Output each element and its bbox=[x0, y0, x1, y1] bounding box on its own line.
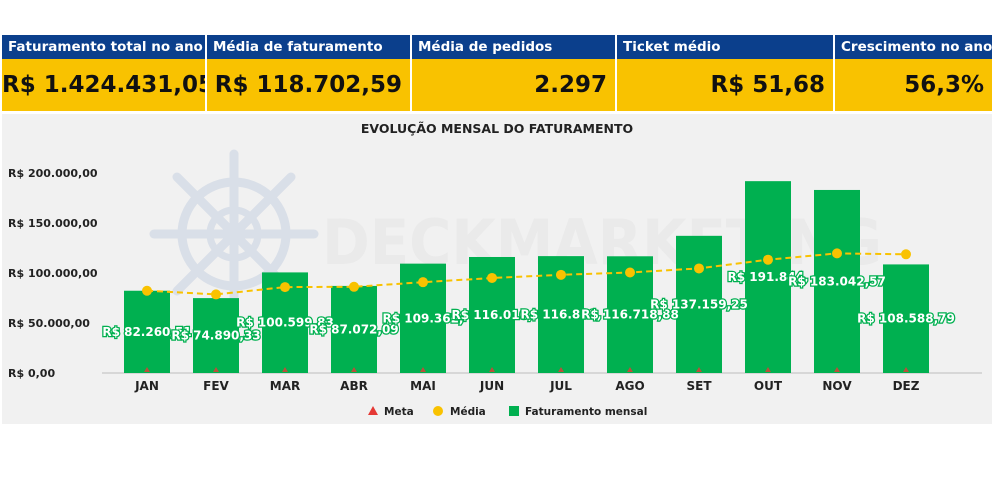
bar-data-label: R$ 116.718,88 bbox=[581, 308, 679, 322]
bar-labels: R$ 82.260,51R$ 74.890,33R$ 100.599,83R$ … bbox=[101, 269, 956, 344]
media-point-mai bbox=[418, 277, 428, 288]
revenue-chart: DECKMARKETING EVOLUÇÃO MENSAL DO FATURAM… bbox=[8, 121, 982, 418]
meta-marker bbox=[834, 367, 840, 372]
legend-faturamento-label: Faturamento mensal bbox=[525, 406, 647, 418]
x-tick-label: NOV bbox=[822, 379, 852, 393]
media-point-dez bbox=[901, 249, 911, 260]
x-tick-label: FEV bbox=[203, 379, 229, 393]
bar-abr bbox=[331, 285, 377, 373]
bar-data-label: R$ 116.880, bbox=[521, 308, 602, 322]
kpi-title: Faturamento total no ano bbox=[2, 35, 205, 59]
y-tick-label: R$ 50.000,00 bbox=[8, 317, 90, 330]
meta-marker bbox=[282, 367, 288, 372]
kpi-value: 2.297 bbox=[412, 59, 615, 111]
bar-fev bbox=[193, 298, 239, 373]
legend: Meta Média Faturamento mensal bbox=[368, 406, 647, 418]
kpi-media-faturamento: Média de faturamento R$ 118.702,59 bbox=[207, 35, 410, 111]
kpi-ticket-medio: Ticket médio R$ 51,68 bbox=[617, 35, 833, 111]
kpi-media-pedidos: Média de pedidos 2.297 bbox=[412, 35, 615, 111]
bar-data-label: R$ 74.890,33 bbox=[171, 329, 260, 343]
x-tick-label: DEZ bbox=[893, 379, 920, 393]
media-point-fev bbox=[211, 289, 221, 300]
bar-data-label: R$ 116.010, bbox=[452, 308, 533, 322]
meta-marker bbox=[489, 367, 495, 372]
legend-faturamento-icon bbox=[509, 406, 519, 416]
x-tick-label: JUL bbox=[549, 379, 572, 393]
chart-panel: DECKMARKETING EVOLUÇÃO MENSAL DO FATURAM… bbox=[2, 114, 992, 424]
bar-data-label: R$ 191.844, bbox=[728, 270, 809, 284]
legend-media-icon bbox=[433, 406, 443, 416]
bar-jan bbox=[124, 290, 170, 373]
meta-marker bbox=[213, 367, 219, 372]
media-point-out bbox=[763, 254, 773, 265]
kpi-faturamento-total: Faturamento total no ano R$ 1.424.431,05 bbox=[2, 35, 205, 111]
media-line bbox=[146, 252, 907, 296]
y-axis: R$ 0,00 R$ 50.000,00 R$ 100.000,00 R$ 150.0… bbox=[8, 167, 982, 380]
meta-marker bbox=[558, 367, 564, 372]
y-tick-label: R$ 0,00 bbox=[8, 367, 55, 380]
media-point-abr bbox=[349, 281, 359, 292]
kpi-value: R$ 1.424.431,05 bbox=[2, 59, 205, 111]
bar-nov bbox=[814, 189, 860, 373]
meta-marker bbox=[351, 367, 357, 372]
bar-data-label: R$ 109.362, bbox=[383, 311, 464, 325]
x-tick-label: JAN bbox=[134, 379, 159, 393]
bar-data-label: R$ 137.159,25 bbox=[650, 297, 748, 311]
ship-wheel-icon bbox=[149, 149, 319, 319]
bar-data-label: R$ 183.042,57 bbox=[788, 274, 886, 288]
media-series bbox=[142, 248, 911, 300]
media-point-nov bbox=[832, 248, 842, 259]
meta-marker bbox=[144, 367, 150, 372]
meta-marker bbox=[903, 367, 909, 372]
kpi-value: R$ 118.702,59 bbox=[207, 59, 410, 111]
kpi-title: Média de faturamento bbox=[207, 35, 410, 59]
legend-media-label: Média bbox=[450, 406, 486, 418]
media-point-mar bbox=[280, 282, 290, 293]
kpi-title: Média de pedidos bbox=[412, 35, 615, 59]
meta-marker bbox=[696, 367, 702, 372]
media-point-jun bbox=[487, 272, 497, 283]
x-tick-label: AGO bbox=[615, 379, 644, 393]
kpi-row: Faturamento total no ano R$ 1.424.431,05… bbox=[2, 35, 992, 111]
y-tick-label: R$ 100.000,00 bbox=[8, 267, 98, 280]
legend-meta-label: Meta bbox=[384, 406, 414, 418]
bar-dez bbox=[883, 264, 929, 373]
x-tick-label: MAR bbox=[270, 379, 300, 393]
bar-data-label: R$ 87.072,09 bbox=[309, 322, 398, 336]
x-axis: JAN FEV MAR ABR MAI JUN JUL AGO SET OUT NOV DEZ bbox=[134, 379, 920, 393]
kpi-value: R$ 51,68 bbox=[617, 59, 833, 111]
media-point-set bbox=[694, 263, 704, 274]
bars bbox=[124, 181, 929, 373]
x-tick-label: ABR bbox=[340, 379, 368, 393]
chart-title: EVOLUÇÃO MENSAL DO FATURAMENTO bbox=[361, 121, 633, 136]
y-tick-label: R$ 200.000,00 bbox=[8, 167, 98, 180]
kpi-title: Ticket médio bbox=[617, 35, 833, 59]
media-point-jul bbox=[556, 269, 566, 280]
x-tick-label: JUN bbox=[479, 379, 504, 393]
x-tick-label: MAI bbox=[410, 379, 436, 393]
meta-marker bbox=[627, 367, 633, 372]
kpi-title: Crescimento no ano bbox=[835, 35, 992, 59]
bar-set bbox=[676, 235, 722, 373]
x-tick-label: OUT bbox=[754, 379, 783, 393]
kpi-value: 56,3% bbox=[835, 59, 992, 111]
legend-meta-icon bbox=[368, 406, 378, 415]
kpi-crescimento: Crescimento no ano 56,3% bbox=[835, 35, 992, 111]
meta-marker bbox=[765, 367, 771, 372]
bar-out bbox=[745, 181, 791, 373]
y-tick-label: R$ 150.000,00 bbox=[8, 217, 98, 230]
bar-data-label: R$ 100.599,83 bbox=[236, 316, 334, 330]
x-tick-label: SET bbox=[686, 379, 712, 393]
meta-marker bbox=[420, 367, 426, 372]
media-point-ago bbox=[625, 267, 635, 278]
bar-data-label: R$ 108.588,79 bbox=[857, 312, 955, 326]
bar-data-label: R$ 82.260,51 bbox=[102, 325, 191, 339]
media-point-jan bbox=[142, 285, 152, 296]
meta-series bbox=[144, 367, 909, 372]
